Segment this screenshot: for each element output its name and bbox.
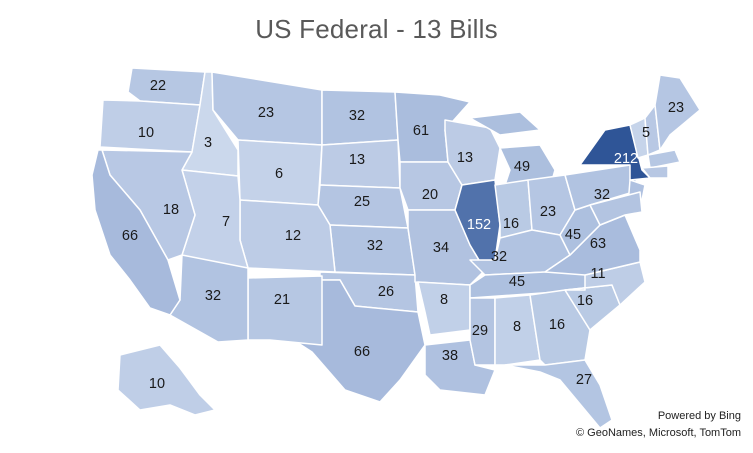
state-label-wi: 13 bbox=[457, 150, 473, 166]
state-label-fl: 27 bbox=[576, 372, 592, 388]
state-ak[interactable] bbox=[117, 344, 216, 416]
state-label-la: 38 bbox=[442, 348, 458, 364]
state-label-oh: 23 bbox=[540, 204, 556, 220]
state-label-az: 32 bbox=[205, 288, 221, 304]
state-md[interactable] bbox=[589, 191, 643, 226]
state-nc[interactable] bbox=[564, 261, 646, 306]
state-ma[interactable] bbox=[647, 149, 681, 169]
state-label-mo: 34 bbox=[433, 240, 449, 256]
state-label-ar: 8 bbox=[440, 292, 448, 308]
state-label-or: 10 bbox=[138, 125, 154, 141]
state-label-vt: 5 bbox=[642, 125, 650, 141]
state-label-tx: 66 bbox=[354, 344, 370, 360]
state-wa[interactable] bbox=[127, 67, 206, 106]
map-title: US Federal - 13 Bills bbox=[255, 14, 498, 44]
state-label-ut: 7 bbox=[222, 214, 230, 230]
state-label-tn: 45 bbox=[509, 274, 525, 290]
state-ca[interactable] bbox=[91, 149, 181, 316]
state-label-nd: 32 bbox=[349, 108, 365, 124]
state-label-co: 12 bbox=[285, 228, 301, 244]
state-label-ms: 29 bbox=[472, 323, 488, 339]
state-al[interactable] bbox=[494, 294, 541, 366]
attribution-credit: © GeoNames, Microsoft, TomTom bbox=[576, 427, 741, 439]
state-label-sc: 16 bbox=[577, 293, 593, 309]
state-label-wy: 6 bbox=[275, 166, 283, 182]
state-fl[interactable] bbox=[504, 359, 613, 429]
state-label-ne: 25 bbox=[354, 194, 370, 210]
state-pa[interactable] bbox=[564, 164, 641, 211]
state-label-wa: 22 bbox=[150, 78, 166, 94]
state-label-mi: 49 bbox=[514, 159, 530, 175]
state-label-id: 3 bbox=[204, 135, 212, 151]
state-ct[interactable] bbox=[641, 165, 669, 179]
state-label-ak: 10 bbox=[149, 376, 165, 392]
state-label-ok: 26 bbox=[378, 284, 394, 300]
state-label-ga: 16 bbox=[549, 317, 565, 333]
state-label-nv: 18 bbox=[163, 202, 179, 218]
state-label-al: 8 bbox=[513, 319, 521, 335]
state-ar[interactable] bbox=[417, 281, 471, 336]
powered-by-credit: Powered by Bing bbox=[657, 410, 741, 422]
state-label-pa: 32 bbox=[594, 187, 610, 203]
state-label-ny: 212 bbox=[614, 151, 638, 167]
state-label-ky: 32 bbox=[491, 249, 507, 265]
state-label-il: 152 bbox=[467, 217, 491, 233]
state-label-nm: 21 bbox=[274, 292, 290, 308]
state-label-mn: 61 bbox=[413, 123, 429, 139]
state-label-sd: 13 bbox=[349, 152, 365, 168]
state-label-ks: 32 bbox=[367, 238, 383, 254]
state-me[interactable] bbox=[654, 74, 701, 151]
state-label-in: 16 bbox=[503, 216, 519, 232]
state-label-mt: 23 bbox=[258, 105, 274, 121]
state-label-wv: 45 bbox=[565, 227, 581, 243]
state-label-me: 23 bbox=[668, 100, 684, 116]
state-label-nc: 11 bbox=[590, 266, 605, 282]
state-label-ia: 20 bbox=[422, 187, 438, 203]
state-nm[interactable] bbox=[247, 275, 323, 346]
state-label-ca: 66 bbox=[122, 228, 138, 244]
state-label-va: 63 bbox=[590, 236, 606, 252]
